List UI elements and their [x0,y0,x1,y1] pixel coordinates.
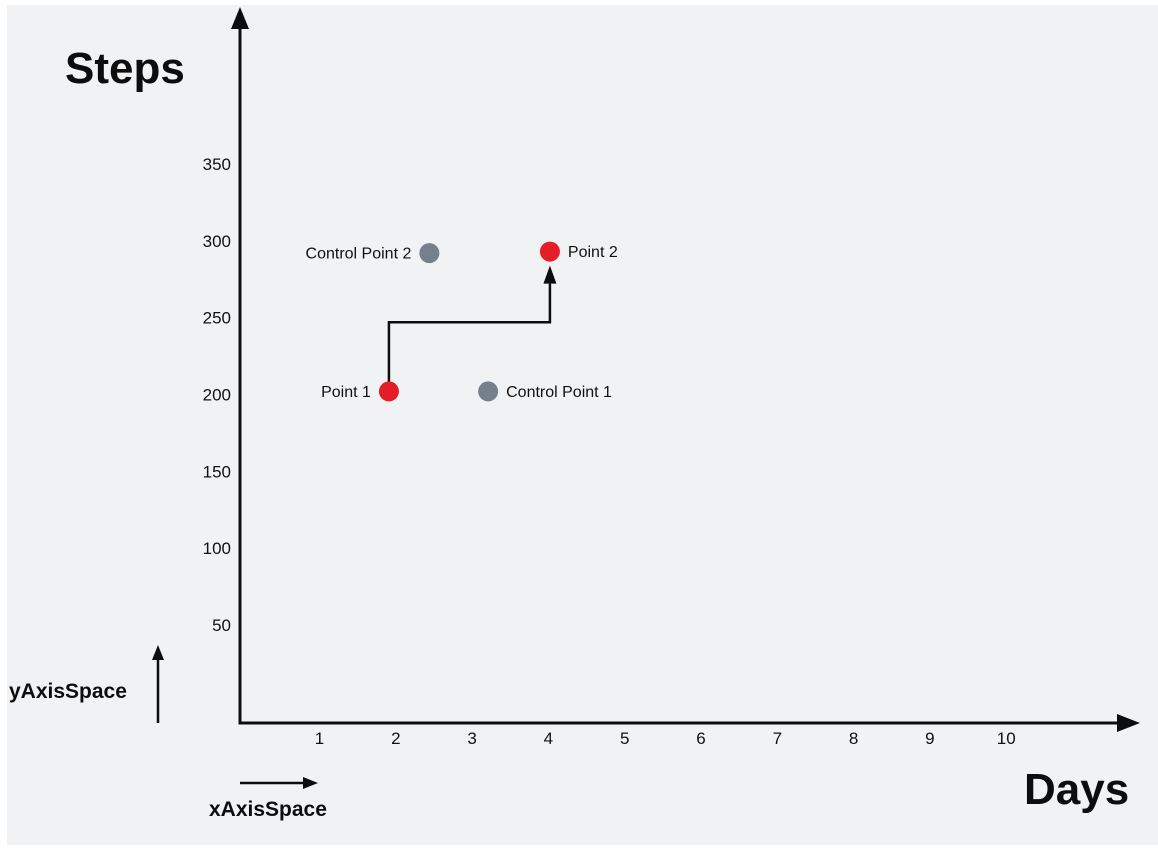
point-label: Control Point 2 [306,246,412,263]
y-tick-label: 350 [203,155,231,174]
y-tick-label: 250 [203,309,231,328]
x-tick-label: 10 [997,729,1016,748]
x-tick-label: 9 [925,729,934,748]
y-tick-label: 150 [203,462,231,481]
point-label: Point 2 [568,244,618,261]
data-point [539,241,560,262]
y-tick-label: 50 [212,616,231,635]
y-axis-arrow-icon [231,7,249,29]
point-label: Control Point 1 [506,384,612,401]
y-axis-space-label: yAxisSpace [9,680,127,703]
connector-line [387,283,552,392]
x-tick-label: 6 [696,729,705,748]
x-tick-label: 4 [544,729,553,748]
y-tick-label: 300 [203,232,231,251]
x-tick-label: 1 [315,729,324,748]
x-space-arrowhead-icon [303,777,318,789]
connector-arrow-icon [543,265,557,284]
y-axis-title: Steps [65,44,185,93]
x-tick-label: 5 [620,729,629,748]
data-point [478,381,499,402]
point-label: Point 1 [321,384,371,401]
data-point [419,243,440,264]
x-tick-label: 3 [467,729,476,748]
x-axis-title: Days [1024,765,1130,814]
y-tick-label: 200 [203,385,231,404]
x-tick-label: 2 [391,729,400,748]
x-axis-space-label: xAxisSpace [209,798,327,821]
x-tick-label: 8 [849,729,858,748]
x-axis-arrow-icon [1117,714,1140,732]
x-tick-label: 7 [773,729,782,748]
y-tick-label: 100 [203,539,231,558]
y-space-arrowhead-icon [152,645,164,660]
diagram-canvas [7,5,1158,845]
data-point [378,381,399,402]
